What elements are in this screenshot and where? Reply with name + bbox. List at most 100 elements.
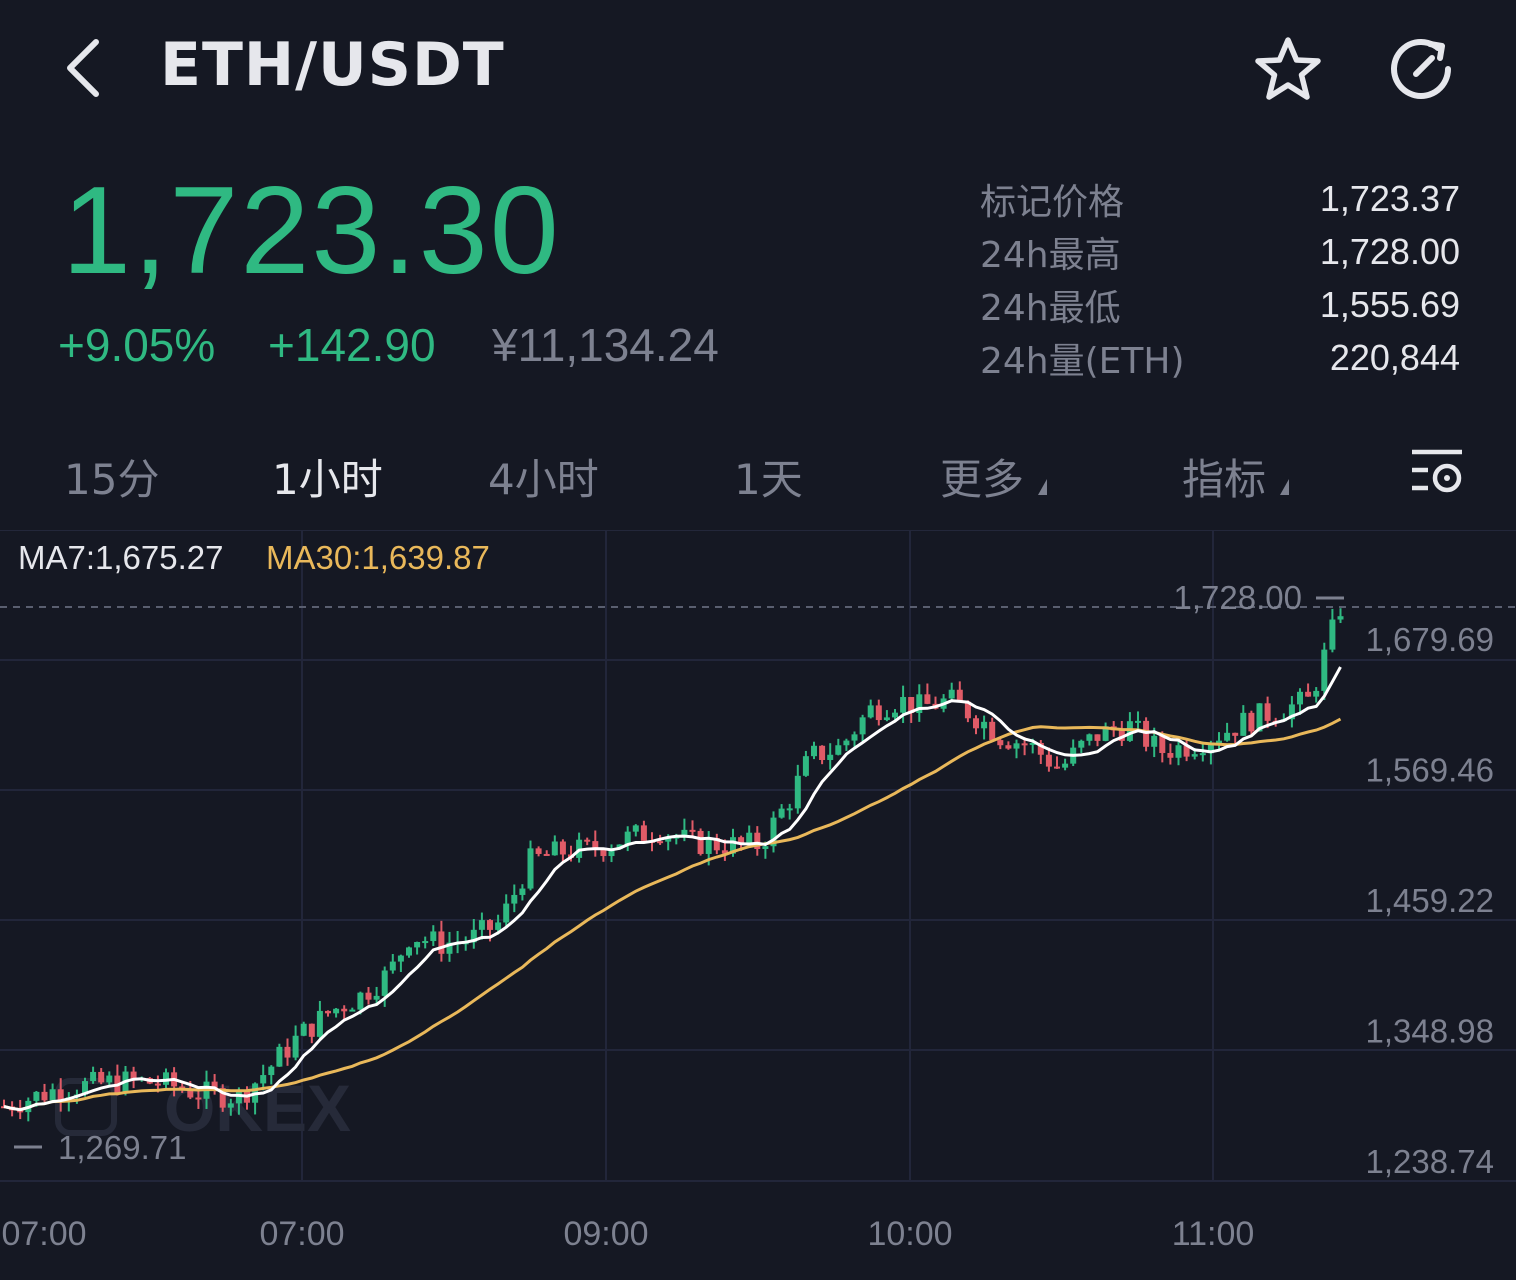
refresh-icon[interactable] [1386,34,1456,104]
candle-body [365,992,372,1000]
chart-canvas[interactable]: OKEX 1,679.69 1,569.46 1,459.22 1,348.98 1,23… [0,531,1516,1280]
candle-body [867,705,874,718]
candle-body [786,808,793,811]
star-icon[interactable] [1252,36,1324,102]
candle-body [997,740,1004,746]
tab-more-label: 更多 [940,455,1025,504]
candle-body [916,694,923,713]
candle-body [924,694,931,704]
candle-body [1216,740,1222,744]
tab-more[interactable]: 更多 [940,446,1048,507]
tab-indicators[interactable]: 指标 [1182,446,1290,507]
x-tick-label: 07:00 [1,1215,86,1253]
candle-body [1224,732,1231,741]
watermark-text: OKEX [164,1071,351,1145]
candle-body [1094,734,1101,741]
candle-body [1045,754,1052,767]
candle-body [1337,616,1344,620]
candle-body [227,1103,234,1108]
market-info: 标记价格 1,723.37 24h最高 1,728.00 24h最低 1,555… [980,172,1460,384]
candle-body [333,1008,340,1014]
tab-4h[interactable]: 4小时 [488,455,599,504]
candle-body [981,721,988,729]
ma30-label: MA30:1,639.87 [266,539,490,576]
ma7-line [3,666,1342,1112]
candle-body [802,756,809,776]
candle-body [1264,703,1271,721]
high-marker-label: 1,728.00 [1174,579,1302,616]
candle-body [98,1071,105,1083]
info-value: 1,723.37 [1319,177,1460,219]
candle-body [49,1089,56,1101]
info-row-24h-volume: 24h量(ETH) 220,844 [980,331,1460,384]
candle-body [1313,690,1320,697]
candle-body [487,920,493,930]
candle-body [1199,753,1206,756]
x-tick-label: 10:00 [867,1215,952,1253]
candle-body [154,1083,161,1086]
candle-body [1232,732,1239,736]
candle-body [551,841,558,856]
candle-body [697,830,704,854]
candle-body [1021,743,1028,746]
interval-tabs: 15分 1小时 4小时 1天 更多 指标 [0,440,1516,510]
change-percent: +9.05% [58,319,216,371]
triangle-icon [1038,478,1048,495]
candle-body [41,1091,48,1101]
candle-body [1240,712,1247,736]
candle-body [511,894,518,904]
candle-body [422,941,429,944]
candle-body [1305,691,1312,697]
y-tick-label: 1,569.46 [1366,752,1494,789]
candle-body [900,697,907,713]
candle-body [859,717,866,735]
triangle-icon [1280,478,1290,495]
price-cny: ¥11,134.24 [492,319,719,371]
candle-body [1321,649,1328,691]
candle-body [730,837,736,854]
candle-body [559,841,566,855]
candle-body [819,745,826,761]
kline-chart[interactable]: OKEX 1,679.69 1,569.46 1,459.22 1,348.98 1,23… [0,530,1516,1280]
candle-body [705,838,712,854]
candle-body [794,775,801,809]
candle-body [325,1010,331,1014]
header: ETH/USDT [0,0,1516,140]
y-tick-label: 1,348.98 [1366,1013,1494,1050]
candle-body [827,754,834,761]
candle-body [835,745,842,755]
candle-body [973,718,979,729]
candle-body [1248,712,1255,732]
candle-body [584,839,591,842]
candle-body [33,1091,40,1101]
candle-body [187,1089,194,1098]
tab-1d[interactable]: 1天 [734,455,803,504]
chart-settings-icon[interactable] [1410,446,1464,494]
candle-body [446,942,453,954]
candle-body [260,1075,267,1084]
info-row-mark-price: 标记价格 1,723.37 [980,172,1460,225]
candle-body [624,831,631,845]
candle-body [1167,753,1174,758]
tab-15m[interactable]: 15分 [64,455,160,504]
candle-body [1005,745,1012,749]
candle-body [608,849,615,857]
candle-body [341,1008,348,1012]
info-label: 24h最低 [980,287,1121,329]
candle-body [1159,735,1166,754]
chevron-left-icon[interactable] [60,36,110,100]
candle-body [956,689,963,702]
info-row-24h-high: 24h最高 1,728.00 [980,225,1460,278]
candle-body [478,920,485,930]
candle-body [130,1071,137,1080]
tab-1h[interactable]: 1小时 [272,455,383,504]
candle-body [851,734,858,741]
x-tick-label: 09:00 [563,1215,648,1253]
candle-body [219,1088,226,1108]
candle-body [964,701,971,719]
candle-body [665,836,672,842]
candle-body [357,992,364,1010]
candle-body [908,697,915,713]
x-tick-label: 11:00 [1172,1215,1255,1253]
y-tick-label: 1,238.74 [1366,1143,1494,1180]
